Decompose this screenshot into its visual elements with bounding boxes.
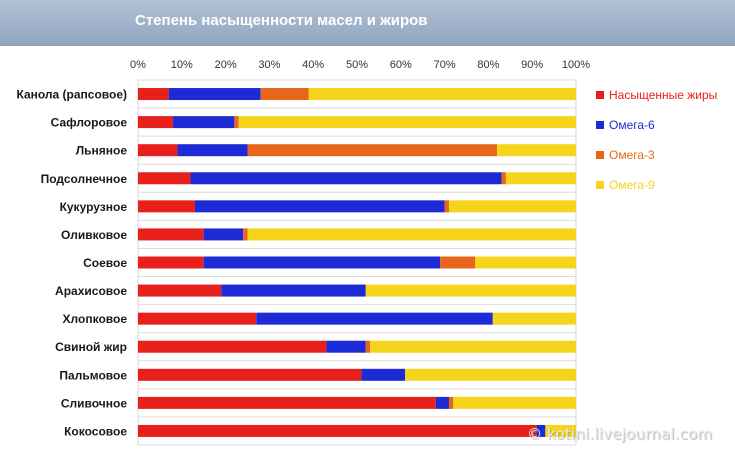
bar-segment-1	[138, 340, 327, 353]
bar-segment-4	[492, 312, 576, 325]
bar-segment-2	[221, 284, 366, 297]
category-label: Кукурузное	[60, 200, 128, 214]
category-label: Сливочное	[61, 396, 127, 410]
category-label: Соевое	[83, 256, 127, 270]
bar-segment-3	[247, 144, 498, 157]
x-tick-label: 10%	[171, 59, 193, 71]
bar-segment-3	[234, 116, 239, 129]
legend-label: Омега-9	[609, 178, 655, 192]
legend-label: Насыщенные жиры	[609, 88, 717, 102]
bar-segment-1	[138, 200, 195, 213]
bar-segment-4	[308, 88, 576, 101]
x-tick-label: 20%	[215, 59, 237, 71]
bar-segment-4	[365, 284, 576, 297]
legend-swatch	[596, 181, 604, 189]
category-label: Льняное	[76, 144, 128, 158]
category-label: Кокосовое	[64, 424, 127, 438]
bar-segment-3	[501, 172, 506, 185]
bar-segment-1	[138, 396, 436, 409]
x-tick-label: 0%	[130, 59, 146, 71]
bar-segment-4	[247, 228, 576, 241]
bar-segment-4	[448, 200, 576, 213]
bar-segment-3	[365, 340, 371, 353]
bar-segment-4	[370, 340, 576, 353]
bar-segment-3	[440, 256, 476, 269]
bar-segment-3	[444, 200, 449, 213]
bar-segment-4	[545, 424, 576, 437]
chart-title: Степень насыщенности масел и жиров	[135, 12, 428, 29]
bar-segment-1	[138, 284, 222, 297]
bar-segment-2	[168, 88, 261, 101]
bar-segment-1	[138, 116, 174, 129]
bar-segment-2	[256, 312, 493, 325]
bar-segment-2	[326, 340, 366, 353]
bar-segment-1	[138, 368, 362, 381]
category-label: Оливковое	[61, 228, 127, 242]
legend-swatch	[596, 91, 604, 99]
bar-segment-4	[505, 172, 576, 185]
category-label: Арахисовое	[55, 284, 127, 298]
category-label: Сафлоровое	[51, 116, 128, 130]
bar-segment-3	[448, 396, 454, 409]
bar-segment-1	[138, 88, 169, 101]
bar-segment-2	[361, 368, 406, 381]
x-tick-label: 60%	[390, 59, 412, 71]
bar-segment-3	[260, 88, 309, 101]
legend-label: Омега-6	[609, 118, 655, 132]
title-bar: Степень насыщенности масел и жиров	[0, 0, 735, 46]
bar-segment-3	[243, 228, 248, 241]
x-tick-label: 80%	[477, 59, 499, 71]
bar-segment-2	[536, 424, 546, 437]
legend-label: Омега-3	[609, 148, 655, 162]
bar-segment-4	[238, 116, 577, 129]
bar-segment-1	[138, 144, 178, 157]
bar-segment-2	[203, 228, 244, 241]
bar-segment-1	[138, 228, 204, 241]
x-tick-label: 30%	[258, 59, 280, 71]
category-label: Канола (рапсовое)	[16, 88, 127, 102]
bar-segment-2	[194, 200, 445, 213]
category-label: Свиной жир	[55, 340, 127, 354]
x-tick-label: 90%	[521, 59, 543, 71]
legend-swatch	[596, 151, 604, 159]
bar-segment-2	[190, 172, 502, 185]
x-tick-label: 40%	[302, 59, 324, 71]
bar-segment-2	[435, 396, 449, 409]
bar-segment-2	[177, 144, 248, 157]
bar-segment-1	[138, 256, 204, 269]
bar-segment-1	[138, 312, 257, 325]
bar-segment-1	[138, 424, 537, 437]
bar-segment-4	[453, 396, 576, 409]
bar-segment-4	[497, 144, 576, 157]
bar-segment-4	[405, 368, 576, 381]
legend-swatch	[596, 121, 604, 129]
x-tick-label: 50%	[346, 59, 368, 71]
category-label: Пальмовое	[59, 368, 127, 382]
category-label: Хлопковое	[63, 312, 128, 326]
watermark: © kotini.livejournal.com	[527, 425, 713, 443]
bar-segment-2	[203, 256, 441, 269]
bar-segment-1	[138, 172, 191, 185]
bar-segment-2	[173, 116, 235, 129]
category-label: Подсолнечное	[41, 172, 128, 186]
x-tick-label: 100%	[562, 59, 590, 71]
x-tick-label: 70%	[434, 59, 456, 71]
bar-segment-4	[475, 256, 576, 269]
